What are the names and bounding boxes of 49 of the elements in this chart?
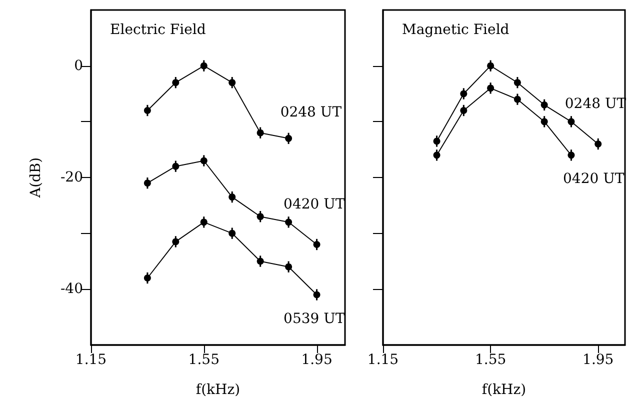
point: [172, 238, 180, 246]
y-tick-label: -20: [60, 170, 83, 186]
series-label: 0539 UT: [284, 310, 346, 327]
point: [460, 107, 468, 114]
point: [228, 230, 236, 237]
point: [460, 90, 468, 98]
point: [285, 218, 292, 226]
x-tick-label: 1.15: [75, 352, 107, 368]
point: [540, 118, 548, 126]
x-axis-title: f(kHz): [482, 382, 526, 398]
point: [172, 79, 180, 86]
series-label: 0420 UT: [563, 171, 625, 188]
x-tick-label: 1.15: [367, 352, 399, 368]
y-tick-label: 0: [74, 58, 83, 74]
point: [540, 101, 548, 108]
point: [256, 129, 264, 136]
point: [228, 194, 236, 201]
point: [256, 213, 264, 220]
point: [144, 274, 151, 282]
text: Magnetic Field: [402, 22, 510, 38]
point: [514, 96, 521, 103]
x-axis-title: f(kHz): [196, 382, 240, 398]
point: [313, 241, 320, 248]
point: [144, 107, 151, 114]
point: [514, 79, 521, 86]
point: [144, 180, 151, 187]
x-tick-label: 1.95: [582, 352, 614, 368]
series-label: 0420 UT: [284, 196, 346, 212]
point: [568, 152, 575, 159]
point: [256, 258, 264, 265]
point: [313, 291, 320, 298]
point: [200, 218, 208, 226]
y-tick-label: -40: [60, 281, 83, 298]
point: [172, 162, 180, 170]
point: [487, 62, 494, 70]
x-tick-label: 1.55: [474, 352, 506, 368]
text: Electric Field: [110, 22, 206, 38]
x-tick-label: 1.95: [301, 352, 332, 368]
x-tick-label: 1.55: [188, 352, 220, 368]
point: [200, 62, 208, 70]
series-label: 0248 UT: [280, 104, 342, 120]
y-axis-title: A(dB): [28, 157, 44, 199]
point: [285, 263, 292, 270]
point: [200, 157, 208, 164]
point: [568, 118, 575, 126]
point: [228, 79, 236, 86]
point: [594, 140, 602, 148]
point: [487, 84, 494, 92]
point: [285, 134, 292, 142]
